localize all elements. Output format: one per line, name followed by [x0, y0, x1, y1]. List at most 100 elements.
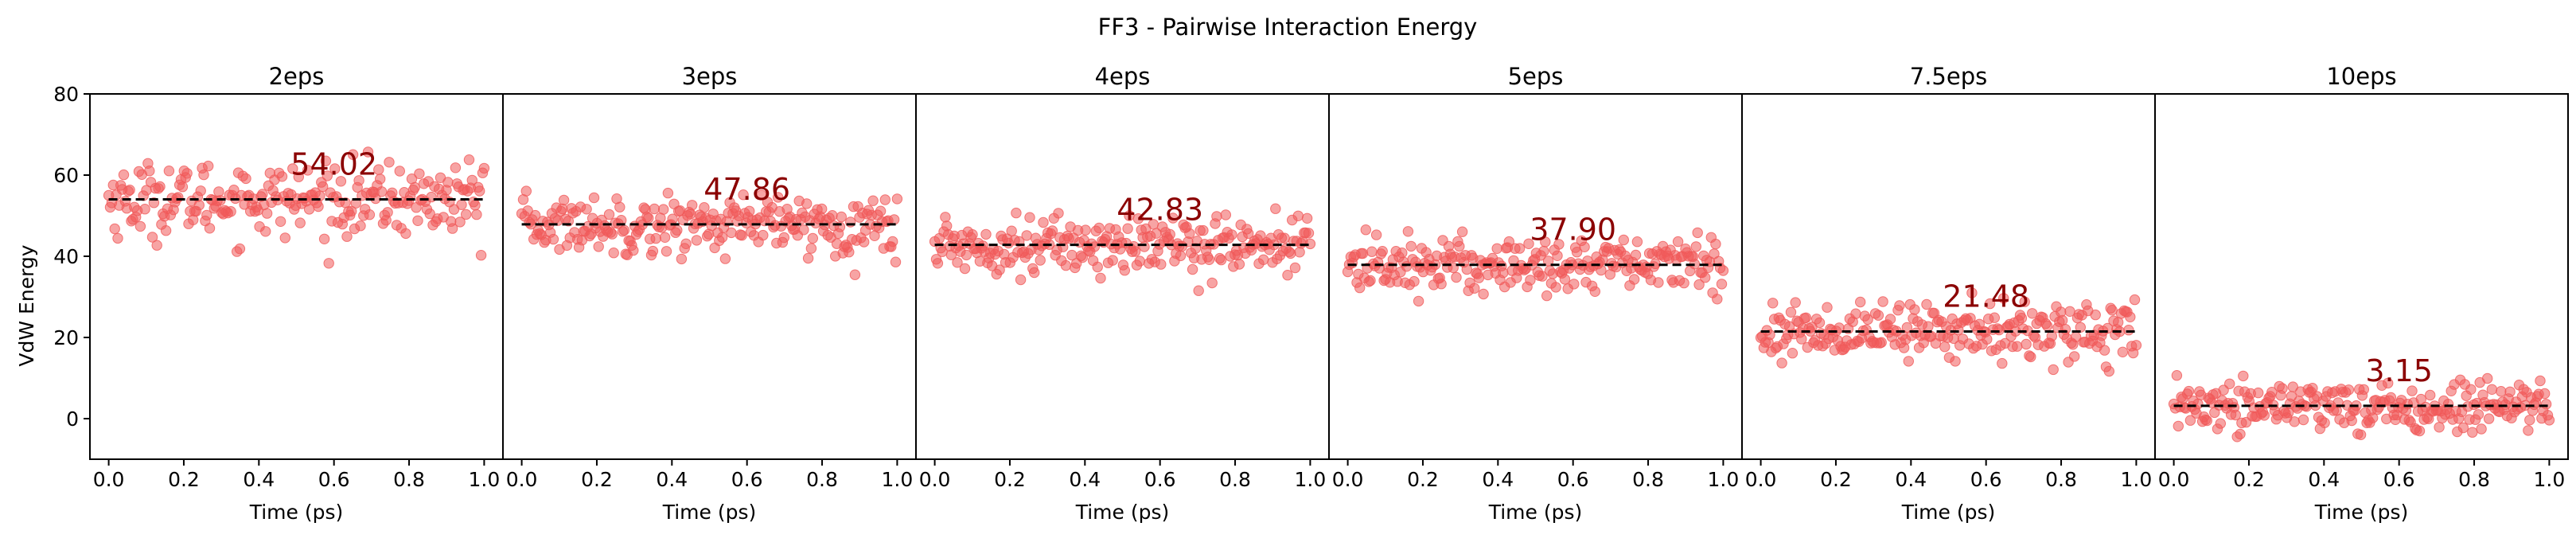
data-point: [261, 208, 273, 219]
data-point: [2543, 415, 2555, 426]
data-point: [736, 230, 747, 241]
data-point: [603, 209, 615, 220]
data-point: [1690, 241, 1702, 252]
data-point: [940, 212, 951, 223]
data-point: [1451, 271, 1462, 283]
x-axis-label: Time (ps): [662, 501, 757, 524]
data-point: [1370, 229, 1382, 240]
panel-frame: [915, 93, 1330, 460]
data-point: [475, 250, 487, 261]
data-point: [2069, 351, 2080, 362]
data-point: [1523, 238, 1534, 249]
data-point: [1303, 228, 1315, 239]
data-point: [2539, 388, 2551, 400]
x-tick-label: 0.6: [1557, 468, 1589, 491]
y-tick-label: 40: [53, 245, 79, 268]
data-point: [240, 173, 251, 185]
data-point: [1119, 265, 1131, 276]
data-point: [2535, 375, 2546, 387]
data-point: [1357, 248, 1369, 259]
data-point: [471, 209, 482, 220]
data-point: [778, 232, 789, 244]
x-axis-label: Time (ps): [1901, 501, 1996, 524]
data-point: [888, 214, 900, 225]
x-axis-label: Time (ps): [1075, 501, 1170, 524]
mean-annotation: 37.90: [1530, 213, 1616, 248]
data-point: [2319, 417, 2330, 428]
data-point: [941, 220, 953, 232]
x-tick-label: 0.4: [1895, 468, 1927, 491]
data-point: [606, 228, 618, 240]
data-point: [1436, 279, 1447, 290]
data-point: [647, 245, 659, 257]
data-point: [1998, 293, 2009, 304]
data-point: [801, 198, 813, 209]
data-point: [719, 253, 731, 264]
x-tick-label: 0.4: [243, 468, 275, 491]
data-point: [322, 170, 333, 181]
data-point: [1461, 263, 1473, 275]
data-point: [346, 205, 357, 217]
data-point: [649, 203, 660, 215]
data-point: [1876, 337, 1887, 348]
data-point: [275, 216, 286, 227]
data-point: [318, 233, 330, 244]
data-point: [1092, 261, 1103, 273]
data-point: [1193, 285, 1204, 296]
data-point: [2540, 399, 2552, 410]
data-point: [384, 157, 395, 168]
data-point: [676, 253, 688, 265]
data-point: [1800, 312, 1812, 323]
data-point: [118, 169, 130, 181]
data-point: [1767, 298, 1779, 309]
data-point: [134, 220, 146, 232]
data-point: [1923, 321, 1934, 332]
data-point: [758, 229, 769, 241]
data-point: [400, 228, 411, 240]
data-point: [2457, 422, 2469, 434]
x-tick-label: 0.0: [2158, 468, 2190, 491]
x-tick-label: 1.0: [882, 468, 914, 491]
data-point: [2383, 377, 2394, 389]
data-point: [1989, 312, 2001, 323]
panels: 2eps 54.02 0.0 0.2 0.4 0.6 0.8 1.0 Time (ps) 0 20 4…: [53, 63, 2569, 524]
data-point: [659, 232, 671, 243]
data-point: [2192, 398, 2204, 410]
data-point: [2483, 413, 2495, 424]
data-point: [1029, 267, 1040, 279]
data-point: [294, 217, 306, 228]
data-point: [2297, 414, 2309, 426]
data-point: [1155, 259, 1167, 270]
panel-frame: [1741, 93, 2156, 460]
data-point: [849, 269, 861, 280]
data-point: [470, 200, 481, 211]
panel-4: 7.5eps 21.48 0.0 0.2 0.4 0.6 0.8 1.0 Time (ps): [1741, 63, 2156, 524]
data-point: [2482, 372, 2493, 384]
data-point: [680, 238, 692, 249]
x-tick-label: 0.0: [1745, 468, 1777, 491]
data-point: [2465, 384, 2477, 395]
data-point: [836, 211, 848, 223]
scatter-series: [1755, 287, 2142, 377]
data-point: [1787, 348, 1799, 359]
data-point: [279, 232, 290, 244]
data-point: [1559, 274, 1571, 285]
data-point: [2258, 410, 2270, 421]
data-point: [151, 240, 162, 251]
data-point: [1950, 356, 1961, 367]
data-point: [859, 236, 870, 248]
data-point: [2012, 341, 2023, 352]
data-point: [124, 185, 135, 196]
data-point: [1107, 255, 1118, 266]
data-point: [1712, 294, 1723, 305]
data-point: [2041, 320, 2053, 332]
data-point: [1537, 271, 1548, 282]
x-tick-label: 0.6: [1144, 468, 1176, 491]
data-point: [588, 192, 600, 204]
data-point: [1187, 263, 1198, 275]
data-point: [1292, 210, 1304, 221]
data-point: [2201, 415, 2213, 427]
data-point: [2021, 338, 2032, 350]
data-point: [1569, 279, 1580, 290]
data-point: [980, 228, 992, 240]
